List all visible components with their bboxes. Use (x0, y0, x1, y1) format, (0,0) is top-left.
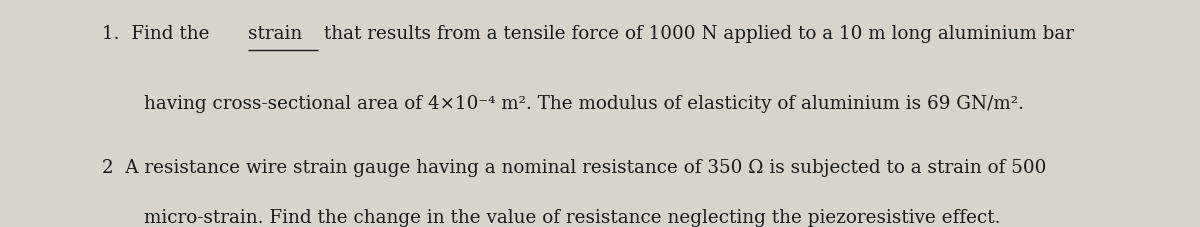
Text: having cross-sectional area of 4×10⁻⁴ m². The modulus of elasticity of aluminium: having cross-sectional area of 4×10⁻⁴ m²… (144, 95, 1024, 113)
Text: 2  A resistance wire strain gauge having a nominal resistance of 350 Ω is subjec: 2 A resistance wire strain gauge having … (102, 159, 1046, 177)
Text: micro-strain. Find the change in the value of resistance neglecting the piezores: micro-strain. Find the change in the val… (144, 209, 1001, 227)
Text: 1.  Find the: 1. Find the (102, 25, 215, 43)
Text: that results from a tensile force of 1000 N applied to a 10 m long aluminium bar: that results from a tensile force of 100… (318, 25, 1074, 43)
Text: strain: strain (248, 25, 302, 43)
